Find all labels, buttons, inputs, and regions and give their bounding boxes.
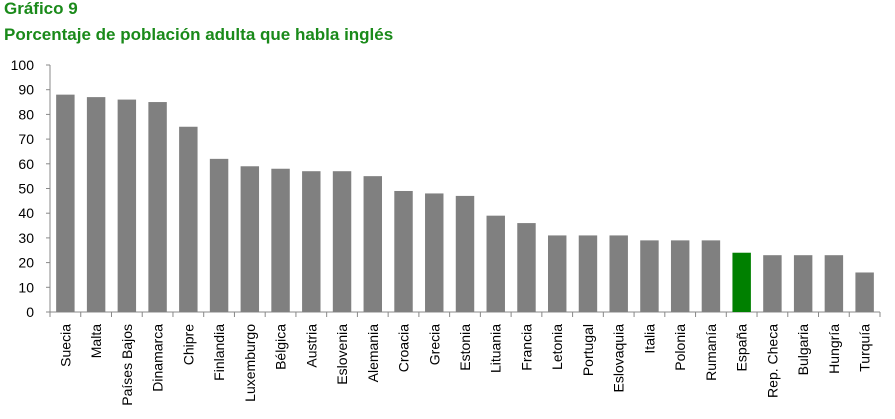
x-tick-label: Eslovaquia	[611, 324, 627, 393]
y-tick-label: 80	[18, 106, 34, 122]
y-tick-label: 30	[18, 230, 34, 246]
x-tick-label: Chipre	[180, 324, 196, 365]
bar	[455, 195, 475, 312]
x-tick-label: Hungría	[826, 324, 842, 374]
x-tick-label: Turquía	[857, 324, 873, 372]
x-tick-label: Malta	[88, 324, 104, 358]
y-tick-label: 100	[11, 57, 35, 73]
x-tick-label: Italia	[641, 324, 657, 354]
bar	[240, 166, 260, 312]
chart-subtitle: Porcentaje de población adulta que habla…	[4, 25, 393, 44]
x-tick-label: Portugal	[580, 324, 596, 376]
bar	[302, 171, 321, 312]
bar	[486, 215, 505, 312]
bar	[517, 223, 536, 312]
x-tick-label: Rep. Checa	[764, 324, 780, 398]
x-tick-label: Finlandia	[211, 324, 227, 381]
y-tick-label: 40	[18, 205, 34, 221]
x-tick-label: Polonia	[672, 324, 688, 371]
x-tick-label: Luxemburgo	[242, 324, 258, 402]
bar	[148, 102, 167, 312]
y-tick-label: 90	[18, 82, 34, 98]
x-tick-label: Grecia	[426, 324, 442, 365]
y-tick-label: 20	[18, 255, 34, 271]
bar	[701, 240, 721, 312]
bar	[732, 252, 751, 312]
x-tick-label: Francia	[518, 324, 534, 371]
bar	[548, 235, 567, 312]
bar	[609, 235, 628, 312]
x-tick-label: Rumanía	[703, 324, 719, 381]
bar	[640, 240, 659, 312]
x-tick-label: Alemania	[365, 324, 381, 383]
bar	[56, 94, 75, 312]
y-tick-label: 10	[18, 279, 34, 295]
bar	[117, 99, 137, 312]
chart-title: Gráfico 9	[4, 0, 78, 18]
bar	[363, 176, 382, 312]
bar	[209, 158, 229, 312]
x-tick-label: Letonia	[549, 324, 565, 370]
bar	[855, 272, 874, 312]
y-tick-label: 0	[26, 304, 34, 320]
y-tick-label: 60	[18, 156, 34, 172]
x-tick-label: Bulgaria	[795, 324, 811, 376]
bar	[670, 240, 690, 312]
bar	[425, 193, 444, 312]
bar	[578, 235, 598, 312]
x-tick-label: Estonia	[457, 324, 473, 371]
bar	[332, 171, 352, 312]
x-tick-label: Eslovenia	[334, 324, 350, 385]
bar	[271, 168, 290, 312]
y-tick-label: 50	[18, 181, 34, 197]
bar	[824, 255, 844, 312]
x-tick-label: Croacia	[396, 324, 412, 372]
y-tick-label: 70	[18, 131, 34, 147]
bar	[394, 190, 413, 312]
x-tick-label: Bélgica	[273, 324, 289, 370]
bar	[763, 255, 782, 312]
x-tick-label: España	[734, 324, 750, 372]
bar	[179, 126, 198, 312]
x-tick-label: Países Bajos	[119, 324, 135, 406]
x-tick-label: Austria	[303, 324, 319, 368]
bar	[86, 97, 106, 312]
x-tick-label: Lituania	[488, 324, 504, 373]
bar	[793, 255, 813, 312]
x-tick-label: Dinamarca	[150, 324, 166, 392]
x-tick-label: Suecia	[57, 324, 73, 367]
